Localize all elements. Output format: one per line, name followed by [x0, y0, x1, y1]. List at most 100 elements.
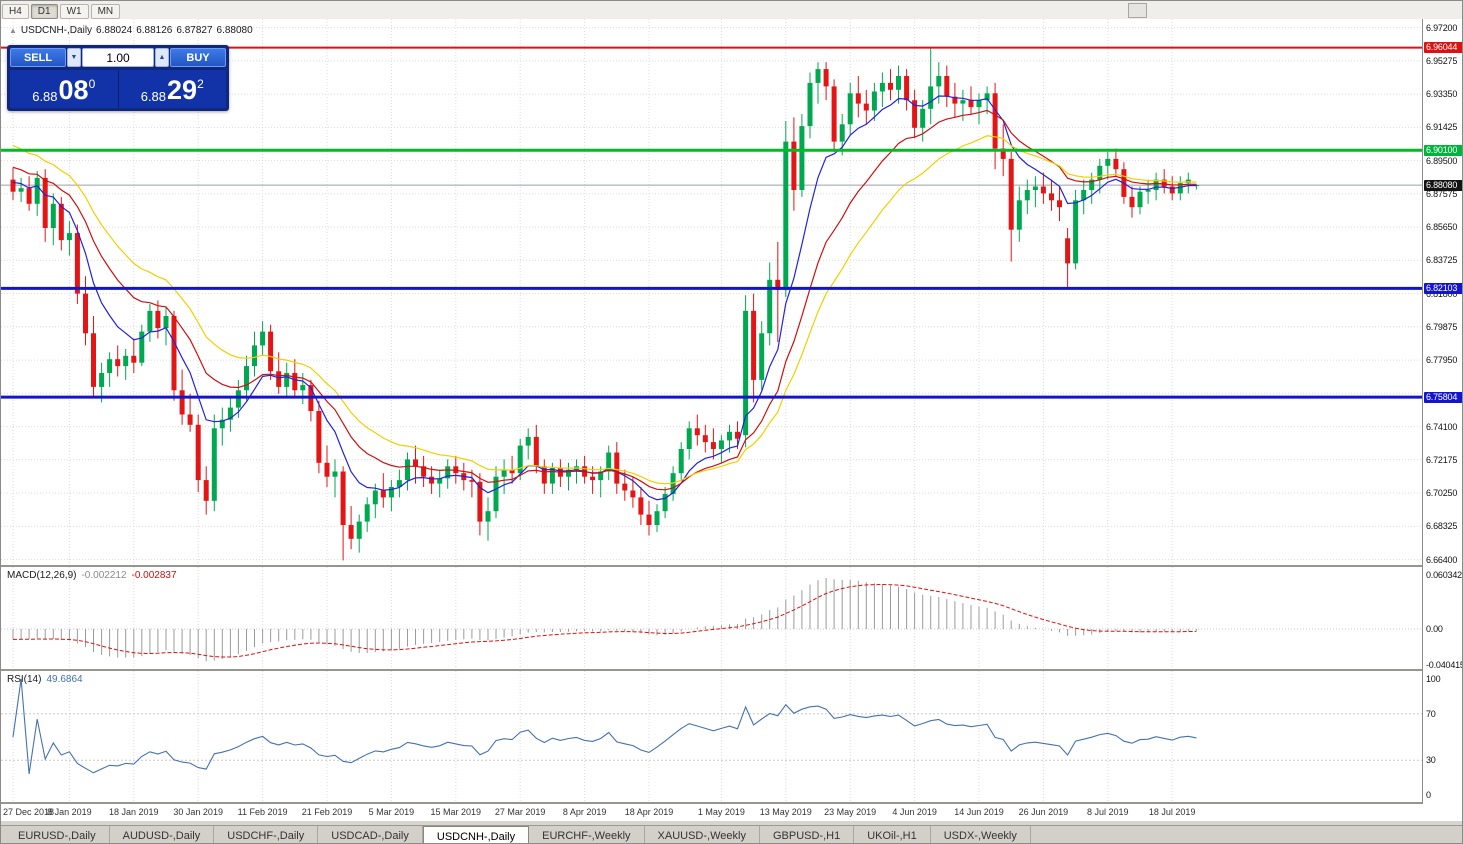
buy-price-display[interactable]: 6.88 29 2 [119, 70, 227, 108]
oct-collapse-arrow-icon[interactable]: ▲ [9, 26, 17, 35]
timeframe-button-w1[interactable]: W1 [59, 4, 89, 19]
toolbar-grip[interactable] [1128, 3, 1147, 18]
time-axis-label: 14 Jun 2019 [954, 807, 1004, 817]
macd-label: MACD(12,26,9) -0.002212 -0.002837 [7, 570, 177, 581]
panel-splitter[interactable] [1, 802, 1462, 804]
chart-tab-xauusd-weekly[interactable]: XAUUSD-,Weekly [645, 826, 760, 843]
macd-scale-zero: 0.00 [1426, 624, 1443, 634]
price-scale-label: 6.66400 [1426, 554, 1458, 565]
rsi-panel-canvas[interactable] [1, 671, 1422, 802]
chart-tab-usdx-weekly[interactable]: USDX-,Weekly [931, 826, 1031, 843]
time-axis-label: 8 Jul 2019 [1087, 807, 1129, 817]
macd-histogram [12, 578, 1197, 662]
bid-pipette: 0 [88, 77, 96, 91]
rsi-scale-label: 70 [1426, 708, 1436, 719]
chart-tab-audusd-daily[interactable]: AUDUSD-,Daily [110, 826, 215, 843]
price-scale-label: 6.95275 [1426, 55, 1458, 66]
rsi-label: RSI(14) 49.6864 [7, 674, 83, 685]
chart-tab-usdcnh-daily[interactable]: USDCNH-,Daily [422, 826, 530, 843]
time-axis-label: 15 Mar 2019 [430, 807, 482, 817]
sell-button[interactable]: SELL [10, 48, 66, 67]
ohlc-high: 6.88126 [136, 25, 173, 36]
time-axis-label: 5 Mar 2019 [368, 807, 415, 817]
timeframe-button-group: H4 D1 W1 MN [1, 1, 121, 19]
price-scale-label: 6.74100 [1426, 421, 1458, 432]
macd-signal-line [12, 583, 1197, 658]
price-line-label: 6.96044 [1424, 42, 1462, 54]
time-axis-label: 4 Jun 2019 [892, 807, 937, 817]
timeframe-toolbar: H4 D1 W1 MN [1, 1, 1462, 20]
moving-average-24 [12, 135, 1197, 485]
price-scale-label: 6.89500 [1426, 155, 1458, 166]
rsi-scale-label: 30 [1426, 755, 1436, 766]
chart-tab-gbpusd-h1[interactable]: GBPUSD-,H1 [760, 826, 855, 843]
chart-tab-eurchf-weekly[interactable]: EURCHF-,Weekly [529, 826, 645, 843]
rsi-scale-label: 0 [1426, 790, 1431, 800]
price-scale-label: 6.79875 [1426, 321, 1458, 332]
chart-title: ▲ USDCNH-,Daily 6.88024 6.88126 6.87827 6.880… [9, 25, 257, 36]
ask-pipette: 2 [197, 77, 204, 91]
chart-symbol-label: USDCNH-,Daily [20, 25, 93, 36]
price-scale-label: 6.70250 [1426, 488, 1458, 499]
volume-increase-button[interactable]: ▲ [155, 48, 169, 67]
time-axis-label: 18 Apr 2019 [624, 807, 674, 817]
bid-pips: 08 [58, 75, 89, 105]
timeframe-button-h4[interactable]: H4 [2, 4, 29, 19]
panel-splitter[interactable] [1, 565, 1462, 567]
macd-scale-top: 0.060342 [1426, 570, 1462, 580]
one-click-trading-panel: SELL ▼ ▲ BUY 6.88 08 0 6.88 29 2 [7, 45, 229, 111]
moving-average-8 [12, 95, 1197, 501]
bid-base: 6.88 [32, 89, 58, 104]
volume-decrease-button[interactable]: ▼ [67, 48, 81, 67]
ask-base: 6.88 [140, 89, 167, 104]
main-chart-canvas[interactable] [1, 19, 1422, 565]
chart-tab-usdcad-daily[interactable]: USDCAD-,Daily [318, 826, 423, 843]
timeframe-button-d1[interactable]: D1 [30, 4, 58, 19]
price-scale-label: 6.68325 [1426, 521, 1458, 532]
price-line-label: 6.90100 [1424, 144, 1462, 156]
time-axis-label: 26 Jun 2019 [1018, 807, 1069, 817]
chart-window: ▲ USDCNH-,Daily 6.88024 6.88126 6.87827 6.880… [1, 19, 1463, 821]
time-axis-label: 8 Jan 2019 [47, 807, 92, 817]
sell-price-display[interactable]: 6.88 08 0 [10, 70, 118, 108]
price-line-label: 6.75804 [1424, 391, 1462, 403]
ask-pips: 29 [167, 75, 198, 105]
price-line-label: 6.82103 [1424, 282, 1462, 294]
time-axis-label: 11 Feb 2019 [237, 807, 288, 817]
ohlc-close: 6.88080 [216, 25, 253, 36]
panel-splitter[interactable] [1, 669, 1462, 671]
time-axis-label: 27 Dec 2018 [3, 807, 55, 817]
volume-input[interactable] [82, 48, 154, 67]
time-axis-label: 8 Apr 2019 [562, 807, 607, 817]
time-axis-label: 30 Jan 2019 [173, 807, 223, 817]
price-scale-label: 6.72175 [1426, 454, 1458, 465]
price-line-label: 6.88080 [1424, 179, 1462, 191]
ohlc-low: 6.87827 [176, 25, 213, 36]
price-scale-label: 6.87575 [1426, 188, 1458, 199]
price-scale-label: 6.91425 [1426, 122, 1458, 133]
macd-panel-canvas[interactable] [1, 567, 1422, 669]
chart-tab-eurusd-daily[interactable]: EURUSD-,Daily [5, 826, 110, 843]
time-axis-label: 27 Mar 2019 [494, 807, 546, 817]
macd-scale-bottom: -0.040415 [1426, 660, 1463, 670]
price-scale-label: 6.83725 [1426, 255, 1458, 266]
price-divider [117, 70, 119, 108]
ohlc-open: 6.88024 [96, 25, 133, 36]
time-axis-label: 18 Jan 2019 [109, 807, 159, 817]
chart-tab-usdchf-daily[interactable]: USDCHF-,Daily [214, 826, 319, 843]
rsi-scale-label: 100 [1426, 674, 1441, 684]
price-scale-label: 6.85650 [1426, 222, 1458, 233]
timeframe-button-mn[interactable]: MN [90, 4, 121, 19]
time-axis-label: 21 Feb 2019 [301, 807, 353, 817]
moving-average-16 [12, 109, 1197, 491]
buy-button[interactable]: BUY [170, 48, 226, 67]
chart-tab-bar: EURUSD-,Daily AUDUSD-,Daily USDCHF-,Daily U… [1, 825, 1462, 843]
chart-tab-ukoil-h1[interactable]: UKOil-,H1 [854, 826, 931, 843]
price-scale[interactable]: 6.97200 6.95275 6.93350 6.91425 6.89500 6.875… [1422, 19, 1463, 804]
time-axis-label: 13 May 2019 [759, 807, 812, 817]
time-axis-label: 18 Jul 2019 [1148, 807, 1196, 817]
time-axis[interactable]: 27 Dec 2018 8 Jan 2019 18 Jan 2019 30 Jan 2… [1, 804, 1422, 821]
price-scale-label: 6.97200 [1426, 22, 1458, 33]
price-scale-label: 6.93350 [1426, 89, 1458, 100]
